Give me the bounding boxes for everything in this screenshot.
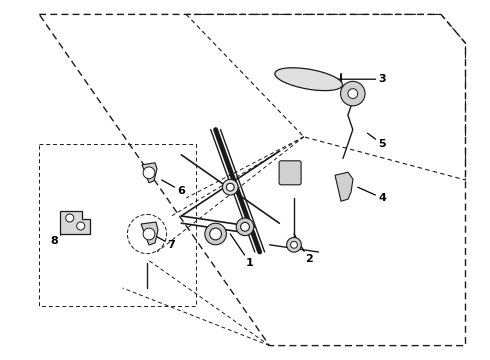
FancyBboxPatch shape [279,161,301,185]
Circle shape [348,89,358,99]
Circle shape [287,238,301,252]
Circle shape [341,81,365,106]
Text: 3: 3 [338,74,386,84]
Circle shape [143,167,155,179]
Text: 8: 8 [50,223,74,246]
Text: 4: 4 [358,187,386,203]
Circle shape [66,214,74,222]
Polygon shape [60,211,90,234]
Polygon shape [141,222,158,245]
Circle shape [143,228,155,240]
Circle shape [236,218,254,236]
Text: 7: 7 [152,234,175,250]
Text: 1: 1 [230,234,254,268]
Circle shape [205,223,226,245]
Circle shape [210,228,221,240]
Circle shape [77,222,85,230]
Circle shape [226,183,234,191]
Text: 5: 5 [368,133,386,149]
Circle shape [291,241,297,248]
Text: 2: 2 [294,234,313,264]
Ellipse shape [275,68,343,91]
Circle shape [222,179,238,195]
Polygon shape [142,163,157,183]
Circle shape [241,222,249,231]
Polygon shape [335,172,353,201]
Text: 6: 6 [162,180,185,196]
